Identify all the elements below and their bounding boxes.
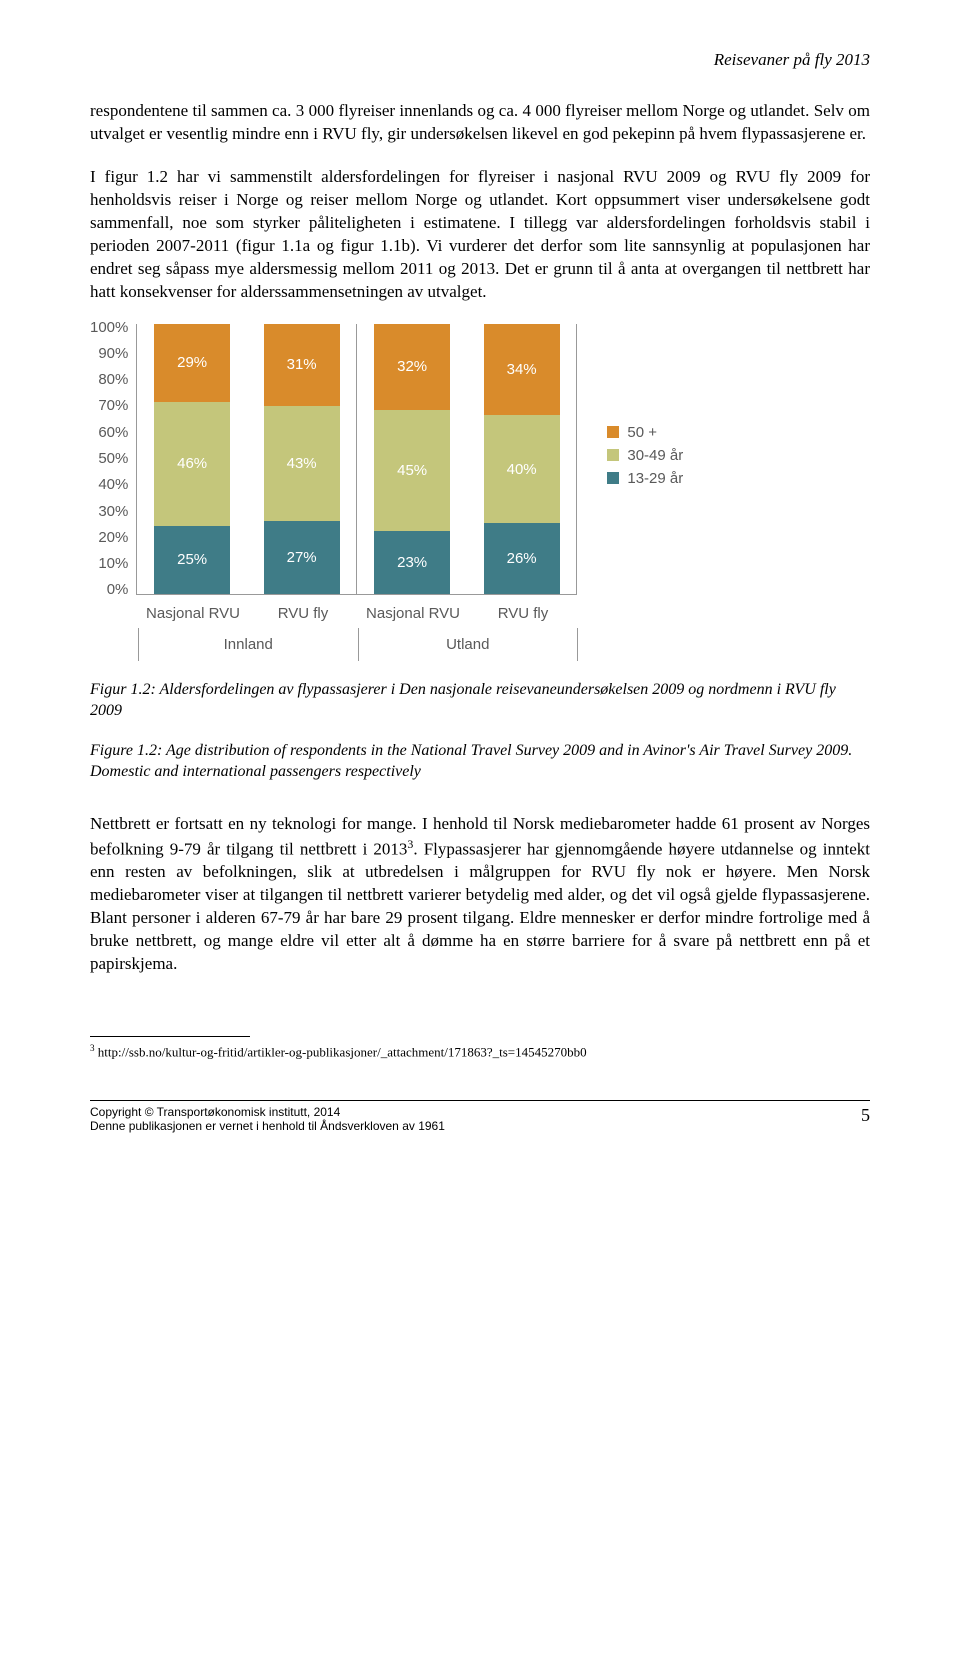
y-tick-label: 10% [98,555,128,572]
bar-segment: 25% [154,526,230,594]
plot-area: 25%46%29%27%43%31%23%45%32%26%40%34% [136,324,577,595]
legend-swatch [607,449,619,461]
y-tick-label: 70% [98,397,128,414]
y-tick-label: 20% [98,529,128,546]
bar-segment: 43% [264,406,340,521]
paragraph-3: Nettbrett er fortsatt en ny teknologi fo… [90,813,870,976]
x-axis-group-labels: InnlandUtland [138,628,578,661]
bar-label: RVU fly [248,599,358,628]
page-footer: Copyright © Transportøkonomisk institutt… [90,1105,870,1133]
legend-swatch [607,472,619,484]
y-tick-label: 90% [98,345,128,362]
footer-copyright: Copyright © Transportøkonomisk institutt… [90,1105,445,1119]
legend-label: 50 + [627,424,657,441]
bar-segment: 31% [264,324,340,407]
y-axis: 100% 90% 80% 70% 60% 50% 40% 30% 20% 10% 0% [90,319,136,599]
y-tick-label: 40% [98,476,128,493]
group-label: Utland [359,628,579,661]
bar-label: Nasjonal RVU [358,599,468,628]
legend-label: 13-29 år [627,470,683,487]
chart-bar: 27%43%31% [247,324,357,594]
chart-bar: 23%45%32% [357,324,467,594]
bar-label: Nasjonal RVU [138,599,248,628]
group-label: Innland [138,628,359,661]
bar-segment: 45% [374,410,450,532]
paragraph-2: I figur 1.2 har vi sammenstilt aldersfor… [90,166,870,304]
legend-item: 30-49 år [607,447,683,464]
y-tick-label: 100% [90,319,128,336]
running-header: Reisevaner på fly 2013 [90,50,870,70]
legend-label: 30-49 år [627,447,683,464]
bar-segment: 27% [264,521,340,593]
bar-segment: 32% [374,324,450,410]
legend-swatch [607,426,619,438]
page-number: 5 [861,1105,870,1133]
footnote-3: 3 http://ssb.no/kultur-og-fritid/artikle… [90,1043,870,1060]
y-tick-label: 80% [98,371,128,388]
bar-segment: 34% [484,324,560,416]
bar-group: 25%46%29%27%43%31% [137,324,357,594]
footer-separator [90,1100,870,1101]
legend-item: 13-29 år [607,470,683,487]
paragraph-1: respondentene til sammen ca. 3 000 flyre… [90,100,870,146]
bar-segment: 40% [484,415,560,523]
y-tick-label: 60% [98,424,128,441]
y-tick-label: 30% [98,503,128,520]
bar-segment: 29% [154,324,230,402]
chart-bar: 25%46%29% [137,324,247,594]
legend-item: 50 + [607,424,683,441]
bar-label: RVU fly [468,599,578,628]
bar-segment: 26% [484,523,560,593]
figure-caption-en: Figure 1.2: Age distribution of responde… [90,740,870,783]
figure-caption-no: Figur 1.2: Aldersfordelingen av flypassa… [90,679,870,722]
footer-rights: Denne publikasjonen er vernet i henhold … [90,1119,445,1133]
y-tick-label: 50% [98,450,128,467]
y-tick-label: 0% [107,581,129,598]
chart-bar: 26%40%34% [467,324,577,594]
bar-group: 23%45%32%26%40%34% [357,324,577,594]
footnote-separator [90,1036,250,1037]
x-axis-bar-labels: Nasjonal RVURVU flyNasjonal RVURVU fly [138,599,578,628]
chart-legend: 50 + 30-49 år 13-29 år [607,424,683,493]
age-distribution-chart: 100%90%80%70%60%50%40%30%20%10%0% 25%46%… [90,324,870,661]
paragraph-3b: . Flypassasjerer har gjennomgående høyer… [90,839,870,973]
footnote-text: http://ssb.no/kultur-og-fritid/artikler-… [95,1044,587,1059]
bar-segment: 46% [154,402,230,526]
bar-segment: 23% [374,531,450,593]
